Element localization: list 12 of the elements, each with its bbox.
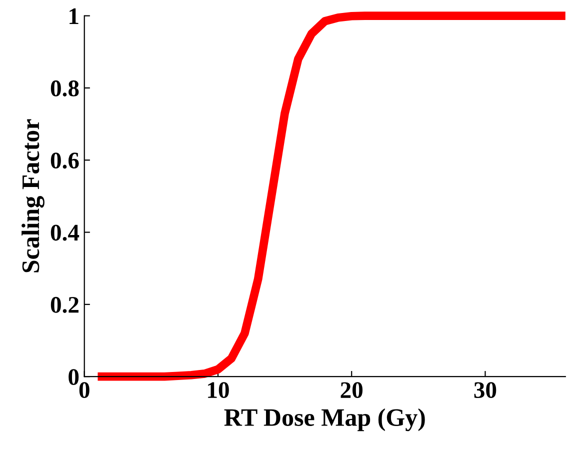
x-tick-label: 20 <box>340 382 363 398</box>
y-tick-label: 0.2 <box>50 296 78 313</box>
x-tick-label: 0 <box>79 382 90 398</box>
y-tick-label: 0 <box>68 369 79 386</box>
y-tick-label: 0.4 <box>50 224 80 241</box>
y-axis-title: Scaling Factor <box>22 119 44 272</box>
x-tick-label: 30 <box>474 382 496 398</box>
x-axis-title: RT Dose Map (Gy) <box>224 408 425 432</box>
x-tick-label: 10 <box>208 382 229 398</box>
y-tick-label: 0.6 <box>50 152 79 169</box>
y-tick-label: 0.8 <box>50 80 79 96</box>
y-tick-label: 1 <box>70 8 78 24</box>
